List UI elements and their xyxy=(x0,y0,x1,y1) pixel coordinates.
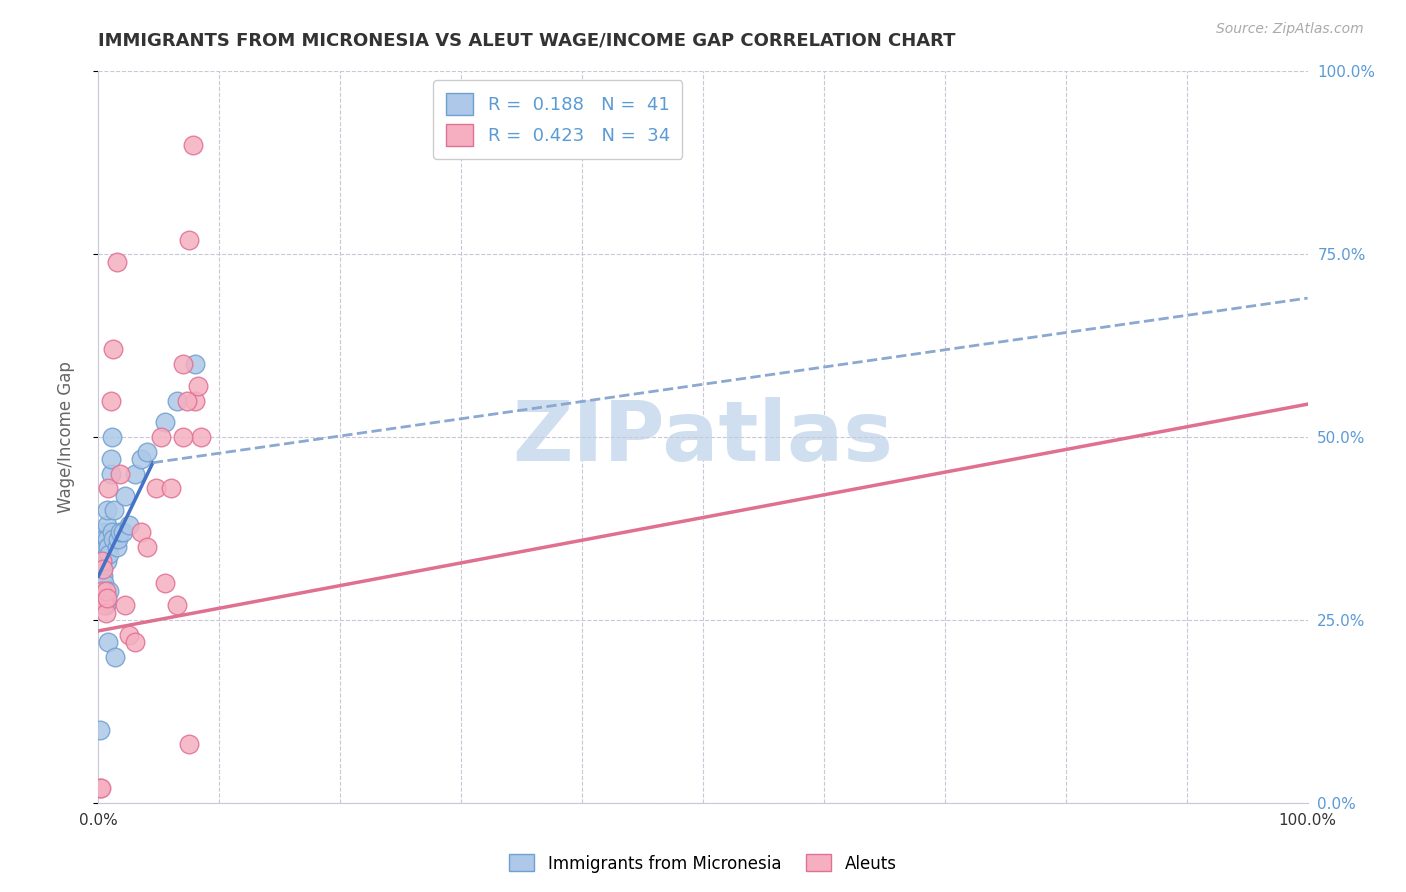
Point xyxy=(179,233,201,247)
Point xyxy=(135,540,157,554)
Point xyxy=(93,591,115,605)
Point xyxy=(94,583,117,598)
Point xyxy=(91,562,114,576)
Point xyxy=(105,540,128,554)
Point xyxy=(93,525,115,540)
Point xyxy=(91,554,114,568)
Point xyxy=(97,540,120,554)
Point xyxy=(98,583,121,598)
Point xyxy=(124,635,146,649)
Point xyxy=(91,554,114,568)
Point xyxy=(150,430,173,444)
Point xyxy=(97,481,120,495)
Point xyxy=(105,254,128,268)
Point xyxy=(104,649,127,664)
Point xyxy=(176,393,198,408)
Point xyxy=(96,591,118,605)
Point xyxy=(135,444,157,458)
Point xyxy=(97,635,120,649)
Point xyxy=(101,343,124,357)
Point xyxy=(93,599,115,613)
Point xyxy=(107,533,129,547)
Point xyxy=(172,357,194,371)
Text: IMMIGRANTS FROM MICRONESIA VS ALEUT WAGE/INCOME GAP CORRELATION CHART: IMMIGRANTS FROM MICRONESIA VS ALEUT WAGE… xyxy=(98,31,956,49)
Point xyxy=(108,525,131,540)
Point xyxy=(94,606,117,620)
Point xyxy=(96,517,118,532)
Point xyxy=(129,525,152,540)
Point xyxy=(91,562,114,576)
Point xyxy=(100,430,122,444)
Point xyxy=(179,737,201,751)
Legend: Immigrants from Micronesia, Aleuts: Immigrants from Micronesia, Aleuts xyxy=(503,847,903,880)
Point xyxy=(172,430,194,444)
Point xyxy=(187,379,209,393)
Point xyxy=(108,467,131,481)
Point xyxy=(166,599,188,613)
Point xyxy=(93,533,115,547)
Point xyxy=(90,576,112,591)
Legend: R =  0.188   N =  41, R =  0.423   N =  34: R = 0.188 N = 41, R = 0.423 N = 34 xyxy=(433,80,682,159)
Point xyxy=(160,481,183,495)
Point xyxy=(129,452,152,467)
Point xyxy=(153,416,176,430)
Point xyxy=(118,627,141,641)
Point xyxy=(114,599,136,613)
Text: ZIPatlas: ZIPatlas xyxy=(513,397,893,477)
Point xyxy=(96,554,118,568)
Point xyxy=(101,533,124,547)
Point xyxy=(111,525,134,540)
Y-axis label: Wage/Income Gap: Wage/Income Gap xyxy=(56,361,75,513)
Point xyxy=(184,357,207,371)
Point xyxy=(153,576,176,591)
Point xyxy=(118,517,141,532)
Point xyxy=(96,533,118,547)
Point xyxy=(114,489,136,503)
Point xyxy=(190,430,212,444)
Point xyxy=(100,525,122,540)
Point xyxy=(96,503,118,517)
Point xyxy=(93,576,115,591)
Point xyxy=(103,503,125,517)
Point xyxy=(94,599,117,613)
Point xyxy=(94,591,117,605)
Point xyxy=(91,583,114,598)
Point xyxy=(91,569,114,583)
Point xyxy=(124,467,146,481)
Point xyxy=(100,467,122,481)
Text: Source: ZipAtlas.com: Source: ZipAtlas.com xyxy=(1216,22,1364,37)
Point xyxy=(89,781,111,796)
Point xyxy=(94,540,117,554)
Point xyxy=(90,781,112,796)
Point xyxy=(100,393,122,408)
Point xyxy=(89,723,111,737)
Point xyxy=(98,547,121,561)
Point xyxy=(91,583,114,598)
Point xyxy=(90,547,112,561)
Point xyxy=(181,137,204,152)
Point xyxy=(91,591,114,605)
Point xyxy=(100,452,122,467)
Point xyxy=(166,393,188,408)
Point xyxy=(145,481,167,495)
Point xyxy=(184,393,207,408)
